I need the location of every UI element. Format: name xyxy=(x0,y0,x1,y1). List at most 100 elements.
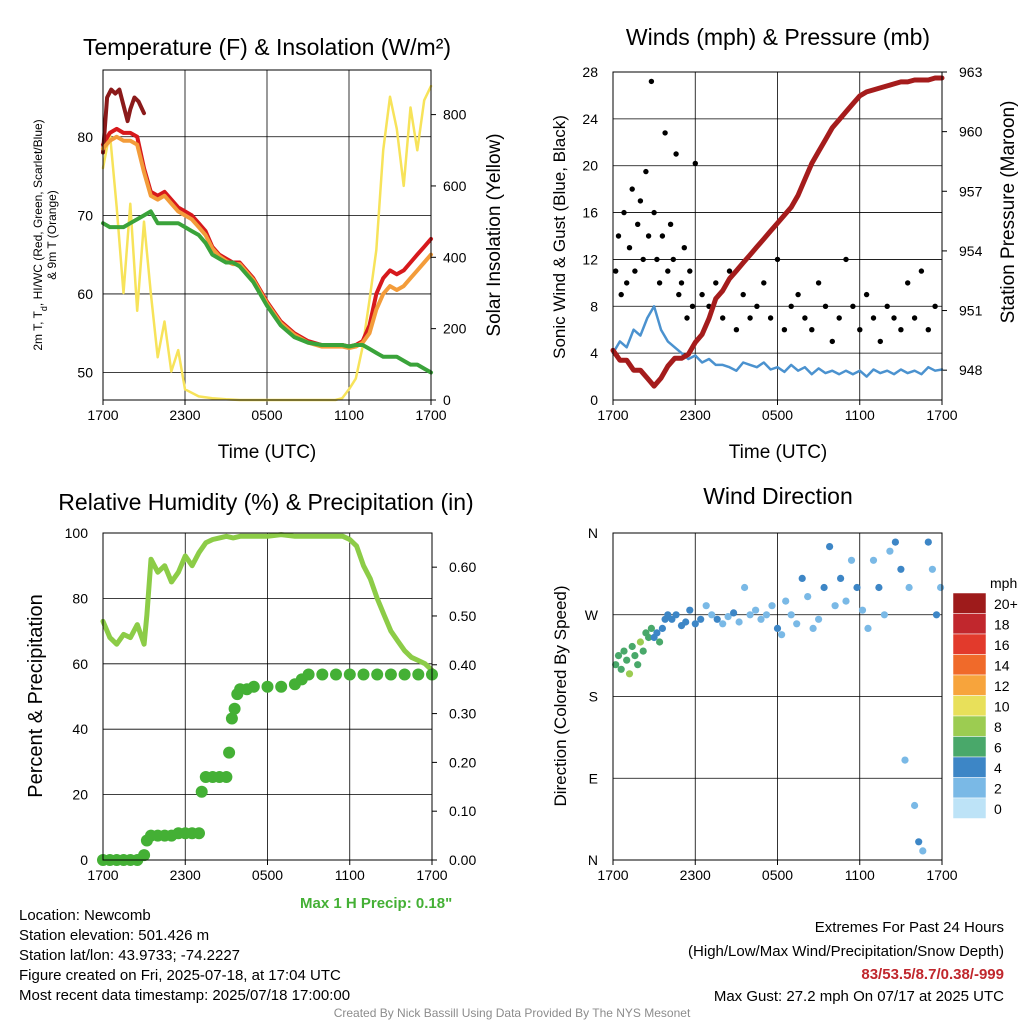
gust-point xyxy=(905,280,911,286)
x-axis-label: Time (UTC) xyxy=(218,442,317,463)
y2-tick-label: 800 xyxy=(443,107,467,123)
sonic-wind-line xyxy=(611,305,944,378)
x-tick-label: 1700 xyxy=(416,867,447,883)
y-tick-label: 70 xyxy=(77,207,93,223)
direction-point xyxy=(653,629,661,637)
gust-point xyxy=(857,327,863,333)
direction-point xyxy=(905,583,913,592)
colorbar-swatch xyxy=(952,695,987,717)
direction-point xyxy=(901,756,909,764)
gust-point xyxy=(932,303,938,309)
gust-point xyxy=(843,256,849,263)
colorbar-label: 18 xyxy=(994,617,1010,633)
created-text: Figure created on Fri, 2025-07-18, at 17… xyxy=(19,967,341,984)
precip-point xyxy=(316,668,329,681)
precip-point xyxy=(412,668,425,681)
direction-point xyxy=(762,611,771,619)
y-tick-label: 0 xyxy=(80,852,88,868)
gust-point xyxy=(918,268,925,274)
y2-tick-label: 600 xyxy=(443,178,467,194)
latlon-text: Station lat/lon: 43.9733; -74.2227 xyxy=(19,947,241,964)
direction-point xyxy=(897,565,905,573)
y2-tick-label: 954 xyxy=(959,243,983,259)
direction-point xyxy=(746,611,754,619)
y-tick-label: E xyxy=(589,770,598,786)
direction-point xyxy=(842,597,850,605)
direction-point xyxy=(724,613,732,621)
precip-point xyxy=(302,668,315,681)
precip-point xyxy=(261,680,274,693)
gust-point xyxy=(687,268,693,274)
gust-point xyxy=(788,303,794,309)
direction-point xyxy=(782,597,790,605)
chart-title: Wind Direction xyxy=(703,483,853,509)
precip-point xyxy=(223,746,236,759)
max-gust-text: Max Gust: 27.2 mph On 07/17 at 2025 UTC xyxy=(713,988,1004,1005)
colorbar-label: 4 xyxy=(994,760,1002,776)
direction-point xyxy=(631,652,639,660)
direction-point xyxy=(928,565,937,573)
y-axis-label: Direction (Colored By Speed) xyxy=(551,585,570,806)
direction-point xyxy=(815,615,823,623)
extremes-title: Extremes For Past 24 Hours xyxy=(814,919,1004,936)
direction-point xyxy=(847,556,856,564)
gust-point xyxy=(740,291,746,298)
y-tick-label: S xyxy=(589,689,598,705)
colorbar-label: 20+ xyxy=(994,596,1018,612)
direction-point xyxy=(919,847,927,855)
extremes-values: 83/53.5/8.7/0.38/-999 xyxy=(861,966,1004,983)
y-tick-label: 0 xyxy=(590,392,598,408)
y2-tick-label: 0.30 xyxy=(449,706,476,722)
y2-tick-label: 963 xyxy=(959,64,983,80)
direction-point xyxy=(697,615,705,623)
location-text: Location: Newcomb xyxy=(19,907,151,924)
direction-point xyxy=(911,801,919,810)
gust-point xyxy=(684,315,690,321)
credit-text: Created By Nick Bassill Using Data Provi… xyxy=(333,1006,691,1020)
gust-point xyxy=(635,221,641,227)
precip-point xyxy=(330,668,342,681)
gust-point xyxy=(781,327,788,333)
gust-point xyxy=(689,303,696,309)
gust-point xyxy=(925,327,931,333)
gust-point xyxy=(774,256,781,263)
y2-tick-label: 0 xyxy=(443,392,451,408)
direction-point xyxy=(778,631,786,639)
y2-tick-label: 200 xyxy=(443,321,467,337)
x-tick-label: 1100 xyxy=(334,407,364,423)
precip-point xyxy=(398,668,411,681)
y-tick-label: N xyxy=(588,525,598,541)
colorbar-swatch xyxy=(952,592,987,614)
colorbar-swatch xyxy=(952,797,987,819)
gust-point xyxy=(626,245,633,251)
gust-point xyxy=(624,280,630,286)
direction-point xyxy=(768,602,776,610)
y2-tick-label: 0.60 xyxy=(449,559,476,575)
x-tick-label: 1700 xyxy=(926,867,957,883)
precip-point xyxy=(343,668,356,681)
direction-point xyxy=(880,611,889,619)
direction-point xyxy=(875,583,883,592)
gust-point xyxy=(629,186,635,192)
colorbar-swatch xyxy=(952,756,987,778)
x-tick-label: 1100 xyxy=(335,867,365,883)
colorbar-label: 10 xyxy=(994,699,1010,715)
direction-point xyxy=(645,633,653,642)
direction-point xyxy=(647,624,656,633)
direction-point xyxy=(864,624,872,633)
direction-point xyxy=(623,656,631,664)
gust-point xyxy=(681,245,687,251)
y2-tick-label: 0.20 xyxy=(449,754,476,770)
y-tick-label: N xyxy=(588,852,598,868)
x-tick-label: 1700 xyxy=(87,867,118,883)
direction-point xyxy=(620,647,628,655)
direction-point xyxy=(886,547,894,555)
extremes-subtitle: (High/Low/Max Wind/Precipitation/Snow De… xyxy=(688,943,1004,960)
gust-point xyxy=(678,280,685,286)
direction-point xyxy=(634,661,642,669)
gust-point xyxy=(667,221,674,227)
gust-point xyxy=(836,315,842,321)
y2-axis-label: Solar Insolation (Yellow) xyxy=(484,133,505,336)
colorbar-label: 2 xyxy=(994,781,1002,797)
